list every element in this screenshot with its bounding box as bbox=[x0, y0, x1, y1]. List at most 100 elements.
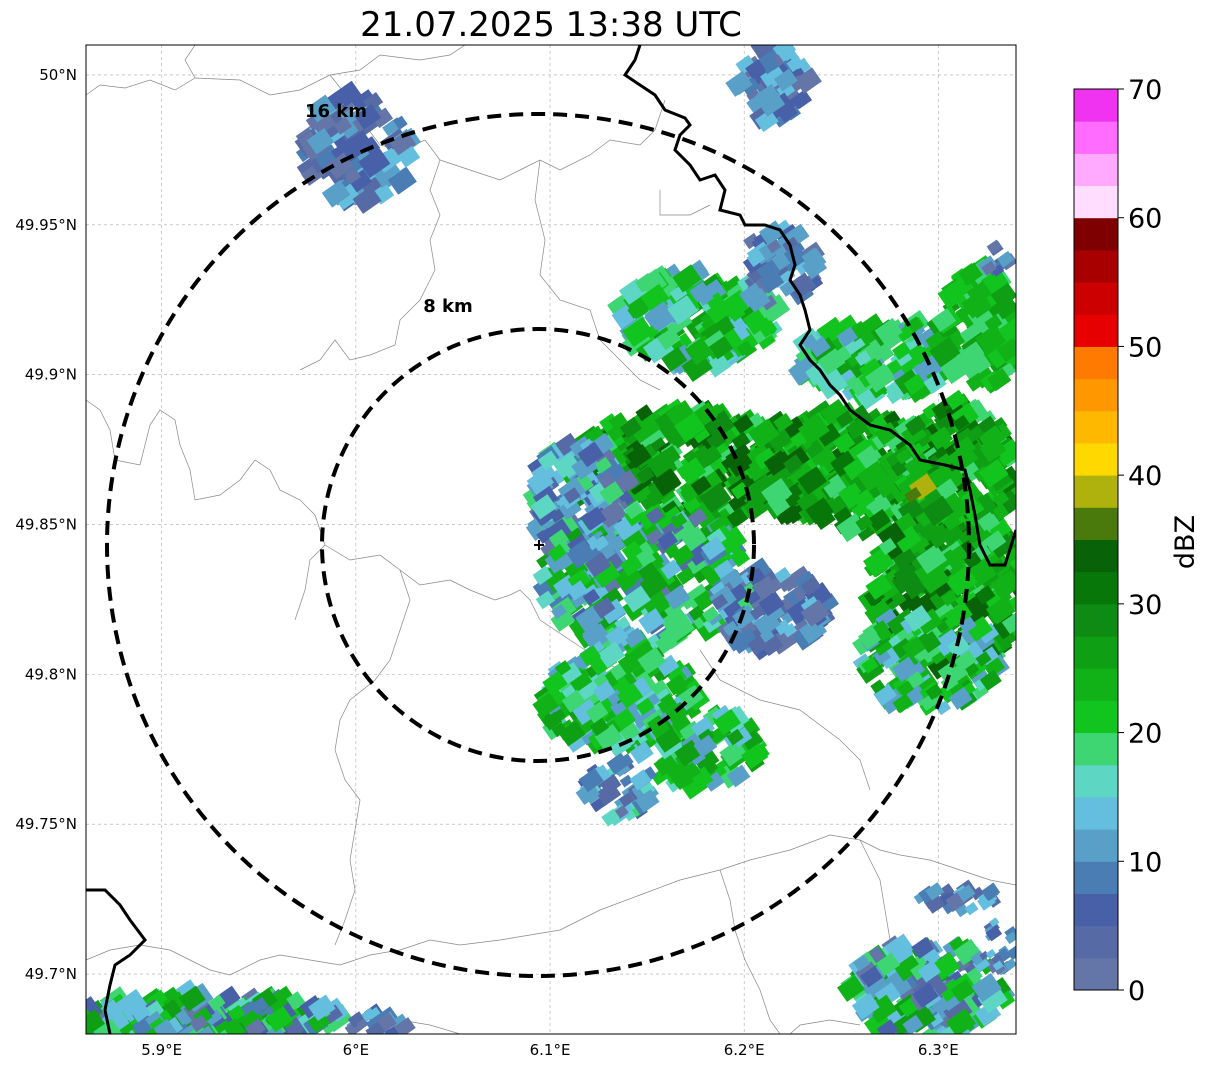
echo-cell bbox=[354, 103, 382, 130]
echo-cell bbox=[925, 683, 943, 701]
echo-cell bbox=[985, 948, 997, 960]
echo-cell bbox=[198, 1033, 218, 1034]
echo-cell bbox=[671, 544, 695, 567]
echo-cell bbox=[821, 474, 847, 499]
echo-cell bbox=[306, 128, 335, 155]
echo-cell bbox=[700, 536, 726, 561]
echo-cell bbox=[981, 882, 1001, 901]
echo-cell bbox=[794, 67, 822, 94]
echo-cell bbox=[671, 714, 693, 735]
echo-cell bbox=[945, 389, 967, 411]
echo-cell bbox=[975, 324, 1008, 355]
x-axis-ticks: 5.9°E 6°E 6.1°E 6.2°E 6.3°E bbox=[141, 1041, 958, 1059]
echo-cell bbox=[348, 169, 372, 193]
echo-cell bbox=[394, 1017, 416, 1034]
echo-cell bbox=[358, 147, 391, 179]
echo-cell bbox=[664, 543, 681, 559]
echo-cell bbox=[384, 1025, 399, 1034]
echo-cell bbox=[953, 938, 982, 966]
colorbar-band bbox=[1074, 925, 1118, 959]
ring-label-16km: 16 km bbox=[305, 101, 367, 122]
echo-cell bbox=[578, 768, 604, 793]
echo-cell bbox=[640, 283, 670, 312]
echo-cell bbox=[993, 295, 1016, 320]
echo-cell bbox=[636, 549, 657, 569]
echo-cell bbox=[548, 529, 569, 549]
echo-cell bbox=[351, 130, 370, 149]
echo-cell bbox=[843, 457, 867, 481]
echo-cell bbox=[766, 239, 782, 254]
echo-cell bbox=[735, 55, 756, 75]
echo-cell bbox=[754, 109, 779, 133]
echo-cell bbox=[532, 565, 553, 586]
echo-cell bbox=[947, 679, 965, 696]
echo-cell bbox=[853, 488, 876, 510]
echo-cell bbox=[352, 185, 382, 214]
echo-cell bbox=[758, 220, 785, 246]
echo-cell bbox=[592, 560, 621, 589]
echo-cell bbox=[645, 507, 664, 525]
echo-cell bbox=[802, 255, 828, 279]
echo-cell bbox=[537, 450, 559, 471]
colorbar-band bbox=[1074, 89, 1118, 122]
echo-cell bbox=[833, 432, 856, 454]
colorbar-band bbox=[1074, 603, 1118, 637]
echo-cell bbox=[773, 412, 794, 433]
echo-cell bbox=[623, 585, 652, 613]
colorbar-band bbox=[1074, 346, 1118, 380]
echo-cell bbox=[773, 68, 798, 92]
echo-cell bbox=[978, 424, 1006, 451]
colorbar-tick-label: 60 bbox=[1128, 204, 1162, 235]
echo-cell bbox=[626, 444, 652, 469]
echo-cell bbox=[582, 588, 601, 606]
echo-cell bbox=[933, 629, 963, 657]
echo-cell bbox=[988, 532, 1016, 559]
echo-cell bbox=[713, 708, 742, 736]
echo-cell bbox=[706, 430, 727, 451]
map-title: 21.07.2025 13:38 UTC bbox=[360, 5, 742, 45]
echo-cell bbox=[977, 623, 1000, 644]
echo-cell bbox=[947, 443, 979, 473]
echo-cell bbox=[964, 902, 979, 916]
echo-cell bbox=[756, 84, 781, 108]
echo-cell bbox=[655, 727, 682, 753]
echo-cell bbox=[558, 497, 582, 520]
echo-cell bbox=[999, 253, 1011, 264]
echo-cell bbox=[696, 509, 717, 530]
echo-cell bbox=[904, 415, 927, 437]
echo-cell bbox=[619, 416, 642, 439]
echo-cell bbox=[774, 619, 792, 636]
echo-cell bbox=[843, 432, 873, 461]
echo-cell bbox=[606, 752, 630, 775]
echo-cell bbox=[601, 808, 621, 827]
echo-cell bbox=[656, 693, 677, 714]
echo-cell bbox=[893, 525, 922, 553]
echo-cell bbox=[936, 478, 959, 500]
echo-cell bbox=[897, 680, 915, 697]
echo-cell bbox=[923, 371, 947, 395]
echo-cell bbox=[585, 701, 609, 724]
echo-cell bbox=[746, 88, 762, 104]
echo-cell bbox=[606, 688, 624, 706]
colorbar-band bbox=[1074, 314, 1118, 347]
echo-cell bbox=[914, 647, 930, 662]
echo-cell bbox=[638, 608, 666, 635]
echo-cell bbox=[981, 260, 997, 276]
echo-cell bbox=[985, 595, 1016, 625]
echo-cell bbox=[639, 782, 656, 797]
echo-cell bbox=[937, 280, 968, 310]
echo-cell bbox=[665, 674, 689, 696]
echo-cell bbox=[837, 975, 865, 1002]
echo-cell bbox=[701, 606, 720, 623]
echo-cell bbox=[597, 500, 627, 529]
echo-cell bbox=[949, 936, 965, 952]
echo-cell bbox=[319, 1016, 340, 1034]
echo-cell bbox=[931, 398, 955, 421]
echo-cell bbox=[195, 1024, 223, 1034]
echo-cell bbox=[592, 596, 616, 619]
echo-cell bbox=[794, 570, 818, 593]
echo-cell bbox=[815, 422, 841, 447]
echo-cell bbox=[217, 1017, 246, 1034]
echo-cell bbox=[782, 416, 806, 438]
echo-cell bbox=[749, 604, 766, 621]
